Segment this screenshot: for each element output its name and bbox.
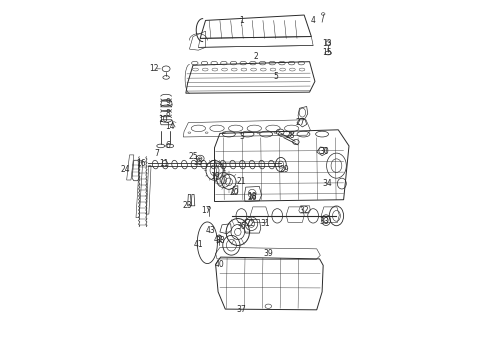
Text: 8: 8	[166, 109, 170, 118]
Text: 5: 5	[273, 72, 278, 81]
Text: 10: 10	[158, 115, 167, 124]
Text: 4: 4	[311, 16, 316, 25]
Text: 26: 26	[247, 193, 257, 202]
Text: 37: 37	[237, 305, 246, 314]
Text: 1: 1	[239, 16, 244, 25]
Text: 24: 24	[120, 165, 130, 174]
Text: 16: 16	[136, 159, 146, 168]
Text: 34: 34	[322, 179, 332, 188]
Text: 2: 2	[253, 52, 258, 61]
Text: 31: 31	[260, 219, 270, 228]
Text: 30: 30	[319, 147, 329, 156]
Text: 29: 29	[280, 165, 289, 174]
Text: 21: 21	[237, 177, 246, 186]
Text: 38: 38	[215, 237, 225, 246]
Text: 19: 19	[210, 172, 220, 181]
Text: 43: 43	[206, 226, 216, 235]
Text: 6: 6	[166, 141, 171, 150]
Text: 3: 3	[239, 132, 244, 141]
Text: 13: 13	[323, 39, 332, 48]
Text: 11: 11	[160, 159, 169, 168]
Text: 12: 12	[149, 64, 158, 73]
Text: 23: 23	[183, 201, 193, 210]
Text: 36: 36	[237, 222, 246, 231]
Text: 40: 40	[215, 260, 225, 269]
Text: 20: 20	[229, 188, 239, 197]
Text: 14: 14	[165, 122, 174, 131]
Text: 7: 7	[155, 149, 160, 158]
Text: 15: 15	[323, 48, 332, 57]
Text: 41: 41	[194, 240, 203, 249]
Text: 27: 27	[296, 118, 305, 127]
Text: 39: 39	[264, 249, 273, 258]
Text: 22: 22	[245, 219, 255, 228]
Text: 42: 42	[213, 235, 223, 244]
Text: 32: 32	[299, 206, 309, 215]
Text: 33: 33	[319, 217, 329, 226]
Text: 35: 35	[194, 158, 203, 167]
Text: 9: 9	[166, 98, 171, 107]
Text: 28: 28	[285, 131, 294, 140]
Text: 25: 25	[188, 152, 198, 161]
Text: 17: 17	[201, 206, 210, 215]
Text: 18: 18	[247, 192, 257, 201]
